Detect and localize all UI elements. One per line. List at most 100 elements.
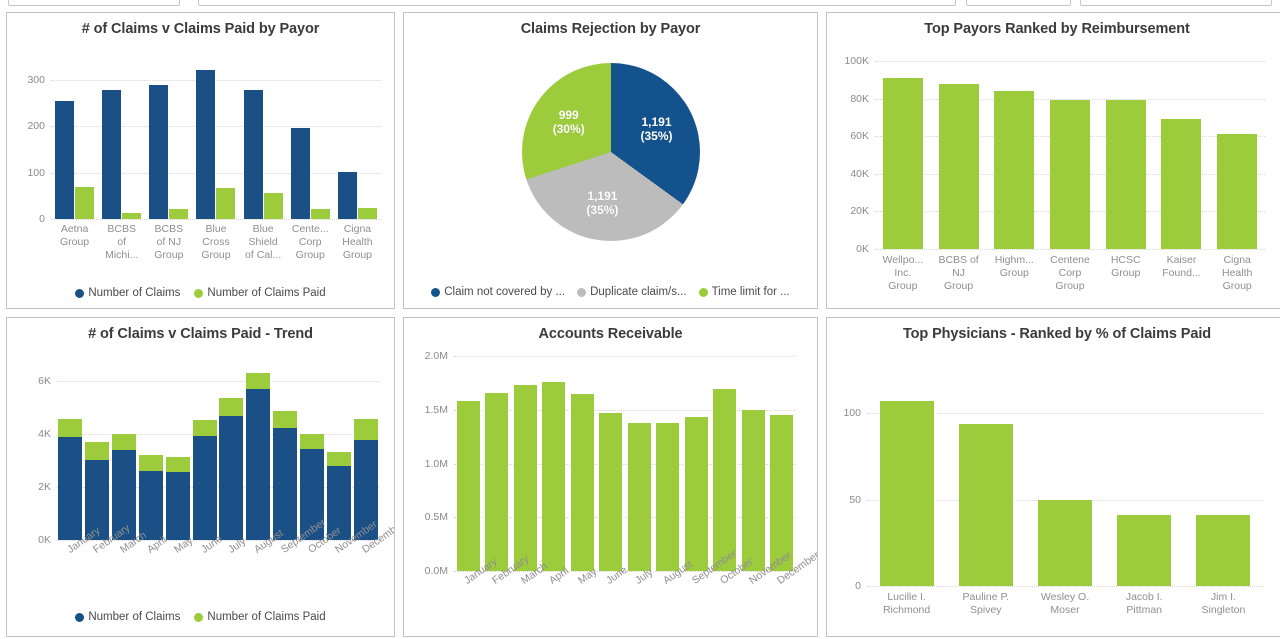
pie-chart[interactable]: 1,191 (35%) 1,191 (35%) 999 (30%) — [521, 63, 700, 241]
bar-group[interactable] — [164, 360, 191, 540]
bar[interactable] — [770, 415, 794, 571]
bar-segment[interactable] — [138, 471, 163, 540]
bar-group[interactable] — [739, 356, 768, 571]
bar-group[interactable] — [1154, 61, 1210, 249]
bar-group[interactable] — [287, 61, 334, 219]
bar-group[interactable] — [483, 356, 512, 571]
bar-group[interactable] — [51, 61, 98, 219]
bar[interactable] — [263, 192, 283, 219]
bar-segment[interactable] — [353, 419, 378, 441]
legend-item[interactable]: Number of Claims — [75, 611, 180, 623]
bar-group[interactable] — [1098, 61, 1154, 249]
bar-group[interactable] — [597, 356, 626, 571]
card-claims-v-paid-trend[interactable]: # of Claims v Claims Paid - Trend 0K 2K 4K… — [6, 317, 395, 637]
bar[interactable] — [958, 423, 1013, 586]
bar-segment[interactable] — [219, 415, 244, 540]
bar-segment[interactable] — [192, 436, 217, 540]
bar[interactable] — [456, 401, 480, 571]
bar-group[interactable] — [57, 360, 84, 540]
slicer-1[interactable] — [8, 0, 180, 6]
bar[interactable] — [1217, 134, 1258, 249]
slicer-2[interactable] — [198, 0, 956, 6]
bar-group[interactable] — [931, 61, 987, 249]
bar-segment[interactable] — [58, 437, 83, 540]
bar-segment[interactable] — [85, 441, 110, 461]
bar-group[interactable] — [98, 61, 145, 219]
bar[interactable] — [169, 208, 189, 219]
bar-group[interactable] — [192, 61, 239, 219]
legend-item[interactable]: Number of Claims Paid — [194, 287, 326, 299]
card-claims-v-paid-by-payor[interactable]: # of Claims v Claims Paid by Payor 0 100 2… — [6, 12, 395, 309]
legend-item[interactable]: Number of Claims — [75, 287, 180, 299]
legend-item[interactable]: Claim not covered by ... — [431, 286, 565, 298]
bar[interactable] — [196, 70, 216, 219]
bar[interactable] — [542, 381, 566, 571]
bar-group[interactable] — [511, 356, 540, 571]
bar[interactable] — [216, 188, 236, 219]
bar[interactable] — [882, 77, 923, 249]
bar[interactable] — [1038, 499, 1092, 586]
bar-group[interactable] — [240, 61, 287, 219]
bar-group[interactable] — [272, 360, 299, 540]
bar-segment[interactable] — [299, 434, 324, 450]
bar-group[interactable] — [625, 356, 654, 571]
bar-group[interactable] — [298, 360, 325, 540]
bar-segment[interactable] — [246, 373, 271, 390]
bar-group[interactable] — [454, 356, 483, 571]
bar-segment[interactable] — [58, 419, 83, 438]
bar-group[interactable] — [654, 356, 683, 571]
bar[interactable] — [243, 89, 263, 219]
bar[interactable] — [357, 207, 377, 219]
bar-segment[interactable] — [219, 397, 244, 416]
bar-group[interactable] — [711, 356, 740, 571]
bar-group[interactable] — [768, 356, 797, 571]
bar-segment[interactable] — [165, 456, 190, 472]
chart-legend[interactable]: Number of Claims Number of Claims Paid — [7, 287, 394, 299]
bar[interactable] — [310, 209, 330, 219]
bar-segment[interactable] — [85, 460, 110, 540]
bar-segment[interactable] — [112, 450, 137, 540]
bar-group[interactable] — [111, 360, 138, 540]
bar[interactable] — [485, 392, 509, 571]
bar[interactable] — [122, 212, 142, 219]
bar[interactable] — [149, 85, 169, 219]
bar-group[interactable] — [145, 61, 192, 219]
bar[interactable] — [55, 101, 75, 219]
bar[interactable] — [1117, 515, 1172, 586]
bar-group[interactable] — [1025, 370, 1104, 586]
bar-segment[interactable] — [299, 449, 324, 540]
bar-segment[interactable] — [326, 465, 351, 540]
bar-segment[interactable] — [112, 433, 137, 450]
bar[interactable] — [337, 172, 357, 219]
bar[interactable] — [656, 422, 680, 571]
bar-group[interactable] — [946, 370, 1025, 586]
bar-group[interactable] — [540, 356, 569, 571]
bar-group[interactable] — [191, 360, 218, 540]
legend-item[interactable]: Duplicate claim/s... — [577, 286, 687, 298]
card-top-payors-reimbursement[interactable]: Top Payors Ranked by Reimbursement 0K 20K… — [826, 12, 1280, 309]
bar-group[interactable] — [334, 61, 381, 219]
bar-segment[interactable] — [192, 419, 217, 437]
legend-item[interactable]: Time limit for ... — [698, 286, 790, 298]
bar[interactable] — [741, 409, 765, 571]
card-accounts-receivable[interactable]: Accounts Receivable 0.0M 0.5M 1.0M 1.5M 2.0M… — [403, 317, 818, 637]
bar-segment[interactable] — [165, 471, 190, 540]
bar[interactable] — [1161, 119, 1202, 249]
bar-group[interactable] — [137, 360, 164, 540]
bar[interactable] — [1105, 100, 1146, 249]
bar-group[interactable] — [867, 370, 946, 586]
card-claims-rejection-by-payor[interactable]: Claims Rejection by Payor 1,191 (35%) 1,19… — [403, 12, 818, 309]
slicer-3[interactable] — [966, 0, 1071, 6]
bar[interactable] — [994, 91, 1035, 249]
bar[interactable] — [290, 127, 310, 219]
bar-group[interactable] — [325, 360, 352, 540]
bar-group[interactable] — [245, 360, 272, 540]
bar-group[interactable] — [218, 360, 245, 540]
bar[interactable] — [1196, 515, 1251, 586]
bar[interactable] — [102, 89, 122, 219]
bar[interactable] — [75, 187, 95, 219]
bar[interactable] — [938, 83, 979, 249]
bar-segment[interactable] — [273, 411, 298, 428]
chart-legend[interactable]: Claim not covered by ... Duplicate claim/… — [410, 286, 811, 298]
bar-segment[interactable] — [273, 427, 298, 540]
